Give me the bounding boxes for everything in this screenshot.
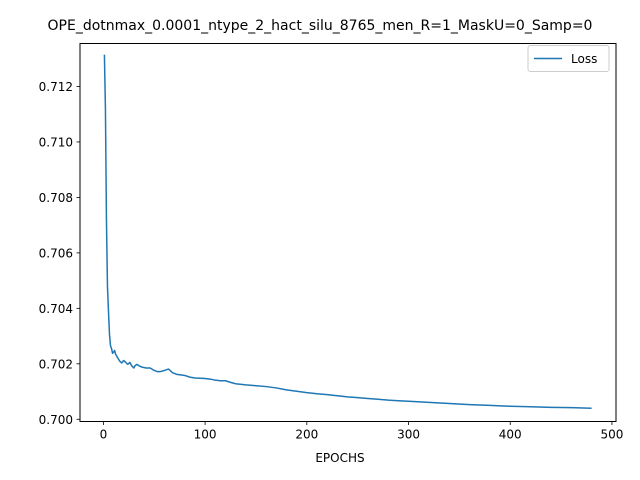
x-tick-label: 500	[600, 428, 623, 442]
legend-box	[527, 45, 610, 72]
y-tick-label: 0.702	[39, 357, 73, 371]
legend-label: Loss	[571, 52, 597, 66]
chart-title: OPE_dotnmax_0.0001_ntype_2_hact_silu_876…	[48, 18, 593, 34]
x-tick-label: 300	[397, 428, 420, 442]
x-tick-label: 100	[194, 428, 217, 442]
y-tick-label: 0.700	[39, 413, 73, 427]
y-tick-label: 0.708	[39, 191, 73, 205]
x-axis-label: EPOCHS	[315, 451, 364, 465]
x-axis-ticks: 0 100 200 300 400 500	[100, 421, 623, 442]
legend[interactable]: Loss	[527, 45, 610, 72]
series-layer	[103, 54, 592, 409]
axes-frame	[79, 43, 617, 422]
x-tick-label: 200	[295, 428, 318, 442]
y-tick-label: 0.706	[39, 246, 73, 260]
y-axis-ticks: 0.700 0.702 0.704 0.706 0.708 0.710 0.712	[39, 80, 80, 427]
x-tick-label: 400	[499, 428, 522, 442]
y-tick-label: 0.710	[39, 135, 73, 149]
y-tick-label: 0.704	[39, 302, 73, 316]
series-line-loss	[103, 54, 592, 409]
y-tick-label: 0.712	[39, 80, 73, 94]
x-tick-label: 0	[100, 428, 108, 442]
